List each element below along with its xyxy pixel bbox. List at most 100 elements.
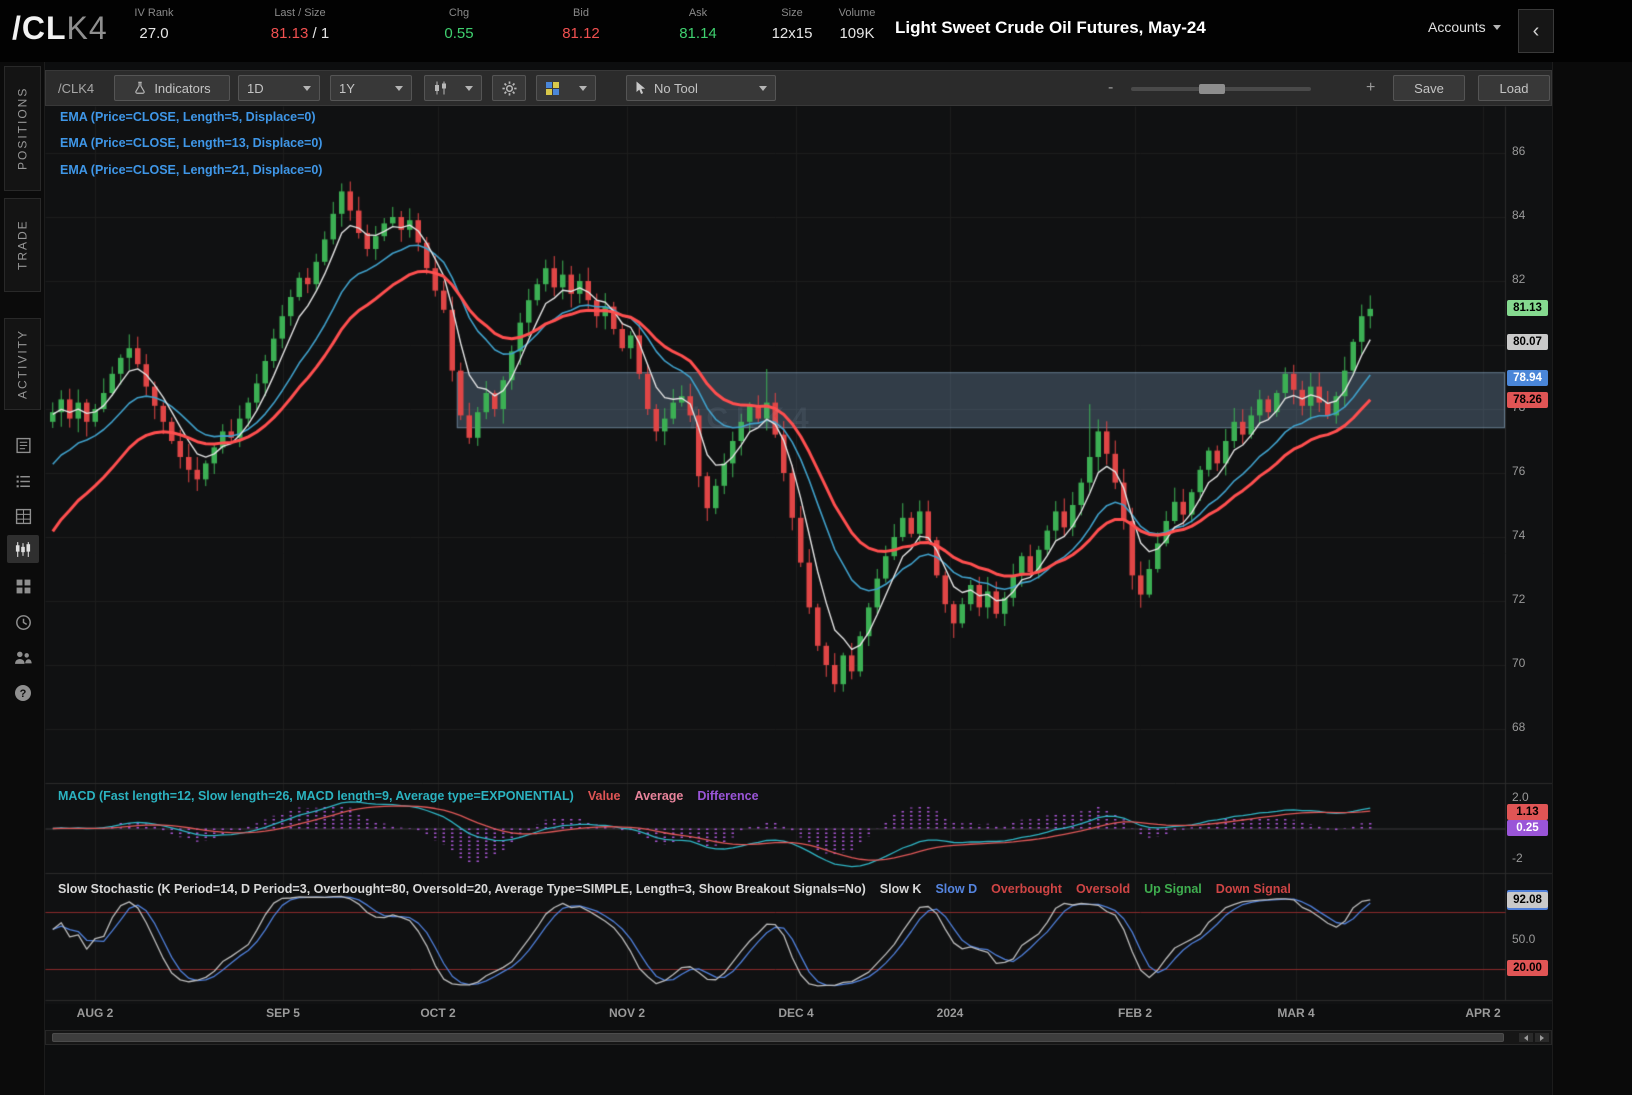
collapse-panel-button[interactable]: ‹	[1518, 9, 1554, 53]
grid-layout-dropdown[interactable]	[536, 75, 596, 101]
activity-tab-label: ACTIVITY	[15, 329, 30, 400]
sidebar-tab-trade[interactable]: TRADE	[4, 198, 41, 292]
chart-toolbar: /CLK4 Indicators 1D 1Y No Tool	[45, 70, 1552, 106]
range-value: 1Y	[339, 80, 355, 96]
chevron-down-icon	[303, 85, 311, 91]
zoom-out-button[interactable]: -	[1108, 79, 1114, 96]
accounts-dropdown[interactable]: Accounts	[1428, 19, 1501, 35]
load-button[interactable]: Load	[1478, 75, 1550, 101]
time-axis-tick: DEC 4	[778, 1006, 814, 1020]
timeframe-dropdown[interactable]: 1D	[238, 75, 320, 101]
chart-settings-button[interactable]	[492, 75, 526, 101]
time-axis-tick: SEP 5	[266, 1006, 300, 1020]
chevron-down-icon	[579, 85, 587, 91]
dashboard-icon[interactable]	[11, 574, 35, 598]
volume-value: 109K	[839, 25, 875, 42]
macd-label-text: MACD (Fast length=12, Slow length=26, MA…	[58, 789, 574, 803]
stoch-legend-overbought: Overbought	[991, 882, 1062, 896]
iv-rank-label: IV Rank	[134, 7, 174, 19]
triangle-right-icon	[1540, 1034, 1544, 1041]
watchlist-icon[interactable]	[11, 469, 35, 493]
ema13-value-badge: 78.94	[1507, 370, 1548, 386]
save-label: Save	[1414, 80, 1444, 96]
price-axis-tick: 82	[1512, 272, 1526, 286]
price-axis-tick: 84	[1512, 208, 1526, 222]
indicators-flask-icon	[135, 81, 146, 94]
chart-type-dropdown[interactable]	[424, 75, 482, 101]
trade-ladder-icon[interactable]	[11, 504, 35, 528]
candlestick-icon	[435, 81, 446, 95]
zoom-in-button[interactable]: +	[1366, 79, 1376, 96]
right-gutter	[1552, 62, 1632, 1095]
volume-field: Volume 109K	[826, 7, 888, 42]
report-icon[interactable]	[11, 433, 35, 457]
size-field: Size 12x15	[763, 7, 821, 42]
zoom-slider[interactable]	[1131, 84, 1311, 94]
save-button[interactable]: Save	[1393, 75, 1465, 101]
sidebar-tab-positions[interactable]: POSITIONS	[4, 66, 41, 191]
ema13-study-label[interactable]: EMA (Price=CLOSE, Length=13, Displace=0)	[60, 136, 323, 150]
ask-value: 81.14	[679, 25, 717, 42]
last-price-badge: 81.13	[1507, 300, 1548, 316]
stoch-legend-slowd: Slow D	[935, 882, 978, 896]
size-label: Size	[781, 7, 803, 19]
price-axis-tick: 74	[1512, 528, 1526, 542]
chevron-down-icon	[1492, 24, 1501, 30]
price-axis-tick: 76	[1512, 464, 1526, 478]
zoom-slider-handle[interactable]	[1199, 84, 1225, 94]
timeframe-value: 1D	[247, 80, 264, 96]
ema21-study-label[interactable]: EMA (Price=CLOSE, Length=21, Displace=0)	[60, 163, 323, 177]
stoch-legend-oversold: Oversold	[1075, 882, 1131, 896]
scroll-right-button[interactable]	[1535, 1033, 1549, 1042]
macd-legend-difference: Difference	[697, 789, 759, 803]
macd-axis-top: 2.0	[1512, 790, 1529, 804]
last-size-field: Last / Size 81.13 / 1	[252, 7, 348, 42]
scroll-left-button[interactable]	[1519, 1033, 1533, 1042]
scrollbar-handle[interactable]	[52, 1033, 1504, 1042]
help-icon[interactable]: ?	[11, 681, 35, 705]
indicators-label: Indicators	[154, 80, 211, 96]
stochastic-study-label[interactable]: Slow Stochastic (K Period=14, D Period=3…	[58, 882, 1291, 896]
history-icon[interactable]	[11, 610, 35, 634]
charts-icon[interactable]	[7, 535, 39, 563]
chart-scrollbar[interactable]	[45, 1030, 1552, 1045]
svg-text:?: ?	[20, 688, 27, 700]
ask-field: Ask 81.14	[670, 7, 726, 42]
chg-value: 0.55	[444, 25, 474, 42]
load-label: Load	[1499, 80, 1529, 96]
instrument-title: Light Sweet Crude Oil Futures, May-24	[895, 18, 1206, 37]
chart-canvas[interactable]	[45, 106, 1552, 1004]
iv-rank-value: 27.0	[139, 25, 169, 42]
ema5-study-label[interactable]: EMA (Price=CLOSE, Length=5, Displace=0)	[60, 110, 316, 124]
drawing-tool-value: No Tool	[654, 80, 698, 96]
positions-tab-label: POSITIONS	[15, 86, 30, 171]
indicators-button[interactable]: Indicators	[114, 75, 230, 101]
chevron-left-icon: ‹	[1532, 19, 1540, 42]
chart-watermark: /CLK4	[690, 402, 817, 435]
volume-label: Volume	[838, 7, 876, 19]
range-dropdown[interactable]: 1Y	[330, 75, 412, 101]
macd-study-label[interactable]: MACD (Fast length=12, Slow length=26, MA…	[58, 789, 759, 803]
sidebar-tab-activity[interactable]: ACTIVITY	[4, 318, 41, 410]
price-axis-tick: 86	[1512, 144, 1526, 158]
bid-value: 81.12	[562, 25, 600, 42]
symbol-root: /CL	[12, 10, 67, 46]
time-axis-tick: AUG 2	[76, 1006, 114, 1020]
macd-diff-badge: 0.25	[1507, 820, 1548, 836]
stoch-label-text: Slow Stochastic (K Period=14, D Period=3…	[58, 882, 866, 896]
share-users-icon[interactable]	[11, 645, 35, 669]
last-size-qty: / 1	[308, 25, 330, 42]
ema5-value-badge: 80.07	[1507, 334, 1548, 350]
left-sidebar: POSITIONS TRADE ACTIVITY ?	[0, 62, 45, 1095]
size-value: 12x15	[771, 25, 813, 42]
chevron-down-icon	[395, 85, 403, 91]
toolbar-symbol-label: /CLK4	[58, 81, 95, 96]
drawing-tool-dropdown[interactable]: No Tool	[626, 75, 776, 101]
last-value: 81.13	[270, 25, 309, 42]
time-axis-tick: APR 2	[1465, 1006, 1501, 1020]
stoch-legend-slowk: Slow K	[879, 882, 922, 896]
gear-icon	[501, 80, 517, 96]
chg-field: Chg 0.55	[433, 7, 485, 42]
chart-area	[45, 106, 1552, 1004]
